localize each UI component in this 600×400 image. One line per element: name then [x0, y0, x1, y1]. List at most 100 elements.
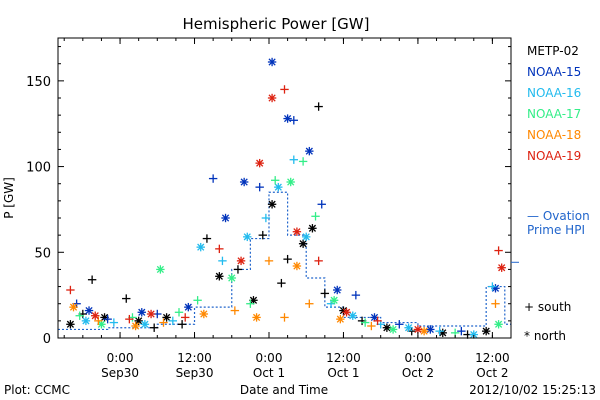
south-point-metp-02: [87, 275, 97, 284]
south-point-noaa-19: [373, 316, 382, 326]
point-stroke: [82, 317, 90, 325]
y-tick-label: 0: [43, 332, 51, 347]
south-point-noaa-16: [168, 316, 178, 326]
north-point-noaa-17: [494, 320, 503, 329]
south-point-noaa-18: [491, 299, 500, 308]
south-point-noaa-15: [103, 314, 112, 324]
south-point-noaa-19: [280, 85, 289, 94]
point-stroke: [470, 330, 478, 339]
hemisphere-legend-north: * north: [524, 329, 566, 343]
south-point-noaa-18: [264, 256, 274, 266]
point-stroke: [305, 147, 313, 155]
point-stroke: [293, 262, 301, 270]
legend-entry-noaa-19: NOAA-19: [527, 149, 581, 163]
plot-credit: Plot: CCMC: [4, 383, 70, 397]
point-stroke: [162, 313, 171, 322]
point-stroke: [221, 214, 230, 222]
x-axis-label: Date and Time: [240, 383, 328, 397]
point-stroke: [252, 313, 261, 322]
x-tick-time: 12:00: [326, 351, 361, 365]
x-tick-time: 0:00: [107, 351, 134, 365]
south-point-noaa-19: [181, 313, 190, 322]
y-axis-ticks: 0 50 100 150: [26, 46, 511, 347]
x-tick-time: 12:00: [177, 351, 212, 365]
north-point-noaa-16: [469, 330, 478, 339]
north-point-metp-02: [215, 272, 224, 281]
south-point-noaa-17: [311, 212, 320, 221]
x-tick-date: Oct 1: [327, 366, 359, 380]
south-point-noaa-17: [298, 157, 308, 166]
chart-title: Hemispheric Power [GW]: [183, 15, 370, 33]
north-point-noaa-15: [267, 57, 277, 67]
north-point-noaa-15: [221, 213, 230, 223]
south-point-noaa-15: [457, 326, 466, 336]
point-stroke: [228, 274, 236, 282]
north-point-noaa-19: [342, 308, 351, 317]
x-tick-time: 12:00: [475, 351, 510, 365]
point-stroke: [482, 327, 490, 335]
north-point-metp-02: [249, 296, 258, 305]
point-stroke: [243, 233, 251, 241]
north-point-metp-02: [298, 239, 308, 248]
north-point-noaa-19: [267, 93, 277, 103]
point-stroke: [283, 114, 292, 123]
x-tick-date: Oct 2: [402, 366, 434, 380]
south-point-metp-02: [283, 254, 292, 264]
point-stroke: [342, 308, 351, 316]
north-point-noaa-15: [283, 114, 292, 123]
south-point-noaa-17: [360, 318, 370, 327]
south-point-noaa-15: [208, 174, 218, 183]
south-point-metp-02: [277, 278, 286, 288]
south-point-metp-02: [122, 294, 131, 303]
south-point-noaa-17: [174, 308, 184, 317]
ovation-legend-text: — Ovation: [527, 209, 590, 223]
point-stroke: [268, 58, 276, 66]
south-point-noaa-19: [494, 246, 503, 255]
legend-entry-metp-02: METP-02: [527, 44, 579, 58]
south-point-noaa-19: [215, 244, 224, 254]
south-point-noaa-19: [66, 285, 75, 295]
south-point-noaa-19: [125, 314, 134, 324]
point-stroke: [237, 257, 245, 265]
north-point-noaa-18: [252, 313, 261, 322]
point-stroke: [491, 284, 500, 292]
point-stroke: [308, 224, 317, 232]
point-stroke: [256, 159, 264, 167]
point-stroke: [389, 325, 397, 334]
north-point-noaa-15: [84, 306, 94, 315]
point-stroke: [404, 324, 413, 332]
south-point-noaa-16: [289, 155, 299, 164]
south-point-noaa-17: [193, 296, 202, 305]
south-point-noaa-18: [367, 321, 376, 331]
north-point-noaa-16: [404, 323, 413, 332]
south-point-noaa-15: [395, 320, 404, 329]
south-point-noaa-15: [317, 200, 326, 209]
ovation-legend-text: Prime HPI: [527, 223, 585, 237]
north-point-noaa-16: [348, 311, 357, 320]
point-stroke: [100, 313, 109, 322]
north-point-noaa-18: [69, 302, 78, 312]
north-point-noaa-17: [329, 296, 339, 305]
north-point-noaa-15: [184, 302, 193, 312]
south-point-metp-02: [177, 320, 187, 329]
north-point-noaa-16: [81, 316, 91, 326]
point-stroke: [293, 228, 301, 236]
point-stroke: [156, 265, 165, 274]
north-point-noaa-16: [274, 182, 283, 192]
hemisphere-legend: + south * north: [524, 300, 571, 343]
south-point-noaa-18: [159, 318, 168, 327]
series-legend: METP-02 NOAA-15 NOAA-16 NOAA-17 NOAA-18 NOAA-…: [527, 44, 581, 163]
point-stroke: [91, 312, 99, 320]
point-stroke: [240, 178, 248, 186]
point-stroke: [268, 200, 276, 208]
south-point-metp-02: [149, 323, 159, 332]
point-stroke: [370, 313, 379, 322]
point-stroke: [249, 296, 258, 304]
north-point-noaa-18: [336, 314, 345, 324]
south-point-noaa-17: [75, 311, 84, 320]
point-stroke: [274, 183, 282, 191]
point-stroke: [494, 320, 503, 328]
south-point-noaa-16: [218, 256, 227, 266]
hemisphere-legend-south: + south: [524, 300, 571, 314]
